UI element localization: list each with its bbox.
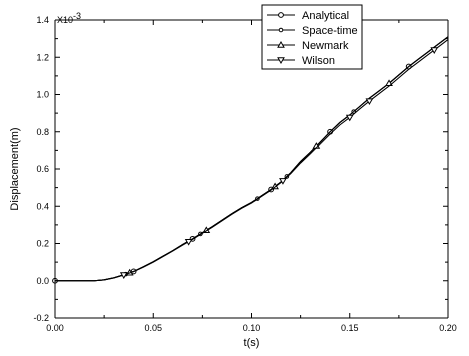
x-tick-label: 0.05 [144,323,162,333]
plot-layer [52,36,449,284]
series-marker-wilson [119,272,128,279]
series-line-wilson [55,39,449,282]
y-tick-label: 0.4 [36,201,49,211]
y-tick-label: 1.2 [36,52,49,62]
legend-label-space-time: Space-time [302,25,358,37]
series-marker-wilson [184,238,193,246]
series-marker-wilson [365,98,374,106]
y-tick-label: 0.2 [36,239,49,249]
series-line-newmark [55,36,449,282]
axes-layer: 0.00 0.05 0.10 0.15 0.20 -0.2 0.0 0.2 0.4 0.6 0.8 1… [9,11,457,349]
x-tick-label: 0.15 [341,323,359,333]
y-tick-label: 1.0 [36,90,49,100]
x-tick-label: 0.20 [439,323,457,333]
series-marker-wilson [430,47,439,54]
legend-label-newmark: Newmark [302,40,349,52]
legend-label-analytical: Analytical [302,10,349,22]
y-axis-label: Displacement(m) [9,127,21,210]
y-tick-label: -0.2 [33,313,49,323]
legend-marker-space-time [278,27,284,33]
y-tick-label: 0.6 [36,164,49,174]
legend-label-wilson: Wilson [302,55,335,67]
y-axis-multiplier-exponent: -3 [73,11,81,21]
legend-marker-analytical [278,12,284,18]
legend-marker-wilson [277,57,285,65]
y-tick-label: 0.8 [36,127,49,137]
series-line-space-time [55,36,449,282]
series-marker-wilson [345,114,354,122]
series-line-analytical [55,36,449,282]
x-tick-label: 0.00 [46,323,64,333]
series-marker-wilson [279,178,287,185]
y-axis-multiplier: X10 [57,15,73,25]
legend: Analytical Space-time Newmark Wilson [261,4,363,70]
x-axis-label: t(s) [244,337,260,349]
legend-marker-newmark [277,40,285,48]
x-tick-label: 0.10 [243,323,261,333]
y-tick-label: 0.0 [36,276,49,286]
y-tick-label: 1.4 [36,15,49,25]
